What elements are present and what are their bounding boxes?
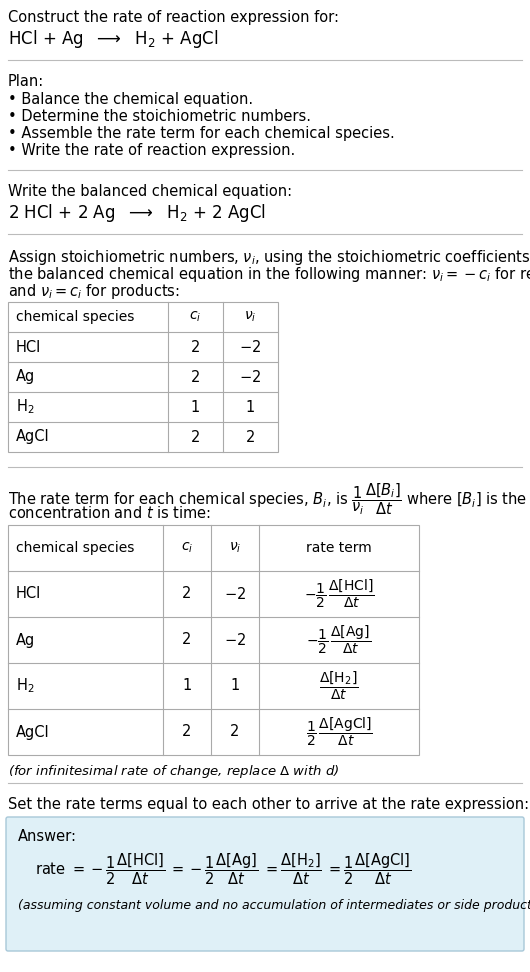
Text: $-2$: $-2$ [240,339,262,355]
Text: and $\nu_i = c_i$ for products:: and $\nu_i = c_i$ for products: [8,282,180,301]
Text: Write the balanced chemical equation:: Write the balanced chemical equation: [8,184,292,199]
Text: $\dfrac{\Delta[\mathrm{H_2}]}{\Delta t}$: $\dfrac{\Delta[\mathrm{H_2}]}{\Delta t}$ [319,670,359,702]
Text: • Balance the chemical equation.: • Balance the chemical equation. [8,92,253,107]
Text: chemical species: chemical species [16,310,135,324]
Text: The rate term for each chemical species, $B_i$, is $\dfrac{1}{\nu_i}\dfrac{\Delt: The rate term for each chemical species,… [8,481,530,516]
Text: AgCl: AgCl [16,724,50,740]
Text: 1: 1 [246,399,255,414]
Text: $-2$: $-2$ [224,586,246,602]
Text: $-\dfrac{1}{2}\,\dfrac{\Delta[\mathrm{Ag}]}{\Delta t}$: $-\dfrac{1}{2}\,\dfrac{\Delta[\mathrm{Ag… [306,624,372,656]
Text: H$_2$: H$_2$ [16,398,34,416]
Text: H$_2$: H$_2$ [16,677,34,695]
Text: 2: 2 [231,724,240,740]
Text: AgCl: AgCl [16,430,50,444]
Text: 2: 2 [182,586,192,602]
Text: 2 HCl + 2 Ag  $\longrightarrow$  H$_2$ + 2 AgCl: 2 HCl + 2 Ag $\longrightarrow$ H$_2$ + 2… [8,202,266,224]
Text: HCl: HCl [16,339,41,355]
Text: concentration and $t$ is time:: concentration and $t$ is time: [8,505,211,521]
Text: • Assemble the rate term for each chemical species.: • Assemble the rate term for each chemic… [8,126,395,141]
Text: Set the rate terms equal to each other to arrive at the rate expression:: Set the rate terms equal to each other t… [8,797,529,812]
FancyBboxPatch shape [6,817,524,951]
Text: Plan:: Plan: [8,74,44,89]
Text: (for infinitesimal rate of change, replace $\Delta$ with $d$): (for infinitesimal rate of change, repla… [8,763,340,780]
Text: 2: 2 [182,724,192,740]
Text: $-2$: $-2$ [224,632,246,648]
Text: HCl + Ag  $\longrightarrow$  H$_2$ + AgCl: HCl + Ag $\longrightarrow$ H$_2$ + AgCl [8,28,218,50]
Text: $\dfrac{1}{2}\,\dfrac{\Delta[\mathrm{AgCl}]}{\Delta t}$: $\dfrac{1}{2}\,\dfrac{\Delta[\mathrm{AgC… [305,715,373,748]
Text: $c_i$: $c_i$ [181,540,193,555]
Text: Construct the rate of reaction expression for:: Construct the rate of reaction expressio… [8,10,339,25]
Bar [8,525,419,755]
Text: rate term: rate term [306,541,372,555]
Text: (assuming constant volume and no accumulation of intermediates or side products): (assuming constant volume and no accumul… [18,899,530,912]
Text: 2: 2 [182,633,192,647]
Text: 1: 1 [231,678,240,693]
Text: 1: 1 [182,678,192,693]
Text: $\nu_i$: $\nu_i$ [229,540,241,555]
Text: Answer:: Answer: [18,829,77,844]
Text: $-2$: $-2$ [240,369,262,385]
Text: 2: 2 [191,369,200,385]
Text: Assign stoichiometric numbers, $\nu_i$, using the stoichiometric coefficients, $: Assign stoichiometric numbers, $\nu_i$, … [8,248,530,267]
Text: 2: 2 [191,339,200,355]
Text: rate $= -\dfrac{1}{2}\dfrac{\Delta[\mathrm{HCl}]}{\Delta t}$$\; = -\dfrac{1}{2}\: rate $= -\dfrac{1}{2}\dfrac{\Delta[\math… [35,851,412,886]
Text: $c_i$: $c_i$ [189,310,201,325]
Text: • Write the rate of reaction expression.: • Write the rate of reaction expression. [8,143,295,158]
Text: 2: 2 [191,430,200,444]
Text: HCl: HCl [16,586,41,602]
Text: 2: 2 [246,430,255,444]
Text: Ag: Ag [16,369,36,385]
Text: $\nu_i$: $\nu_i$ [244,310,257,325]
Text: • Determine the stoichiometric numbers.: • Determine the stoichiometric numbers. [8,109,311,124]
Text: Ag: Ag [16,633,36,647]
Text: the balanced chemical equation in the following manner: $\nu_i = -c_i$ for react: the balanced chemical equation in the fo… [8,265,530,284]
Bar [8,302,278,452]
Text: 1: 1 [191,399,200,414]
Text: $-\dfrac{1}{2}\,\dfrac{\Delta[\mathrm{HCl}]}{\Delta t}$: $-\dfrac{1}{2}\,\dfrac{\Delta[\mathrm{HC… [304,577,374,610]
Text: chemical species: chemical species [16,541,135,555]
